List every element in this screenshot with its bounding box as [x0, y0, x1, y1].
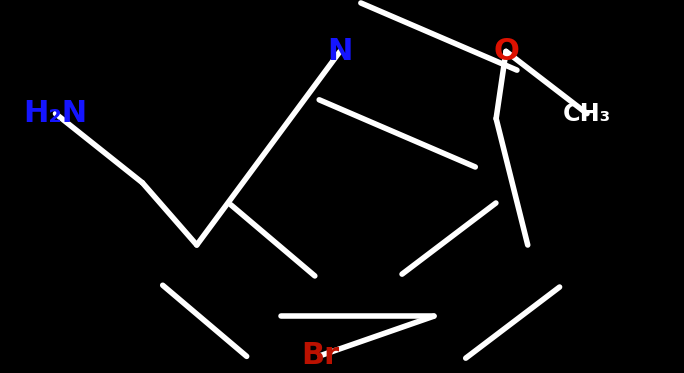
- Text: O: O: [493, 37, 519, 66]
- Text: N: N: [328, 37, 353, 66]
- Text: CH₃: CH₃: [563, 101, 611, 126]
- Text: Br: Br: [301, 341, 339, 370]
- Text: H₂N: H₂N: [23, 99, 88, 128]
